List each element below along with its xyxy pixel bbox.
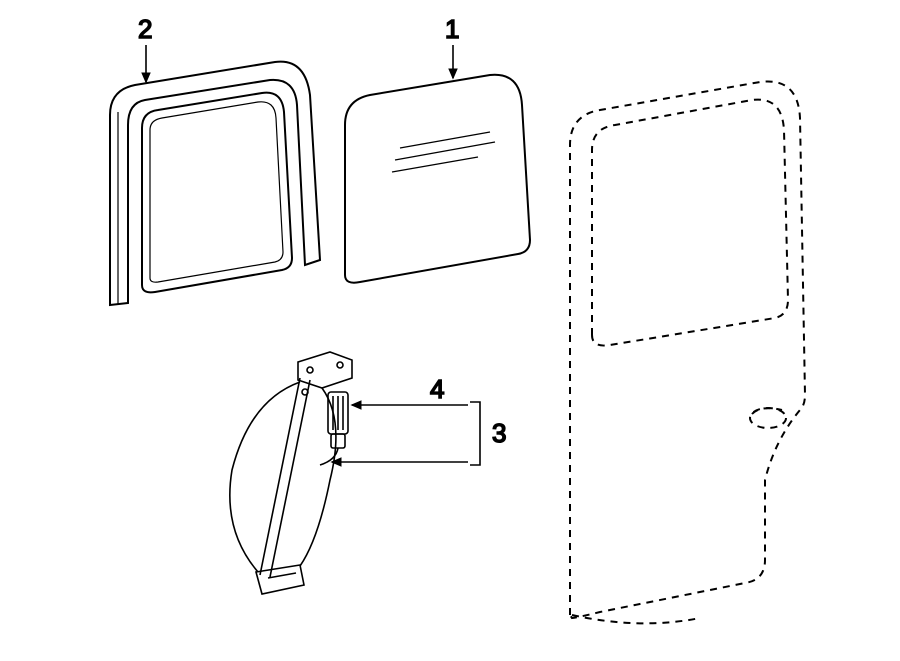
parts-diagram: 2 1 4 3 — [0, 0, 900, 661]
part-door-glass — [345, 75, 530, 283]
callout-3-label: 3 — [492, 418, 506, 448]
part-window-motor — [320, 392, 348, 465]
callout-2-label: 2 — [138, 14, 152, 44]
callout-4-label: 4 — [430, 374, 444, 404]
part-door-shell-outline — [570, 81, 805, 623]
part-glass-run-channel — [110, 62, 320, 305]
callout-1-label: 1 — [445, 14, 459, 44]
callout-3-bracket — [470, 402, 480, 465]
part-window-regulator — [230, 352, 352, 594]
